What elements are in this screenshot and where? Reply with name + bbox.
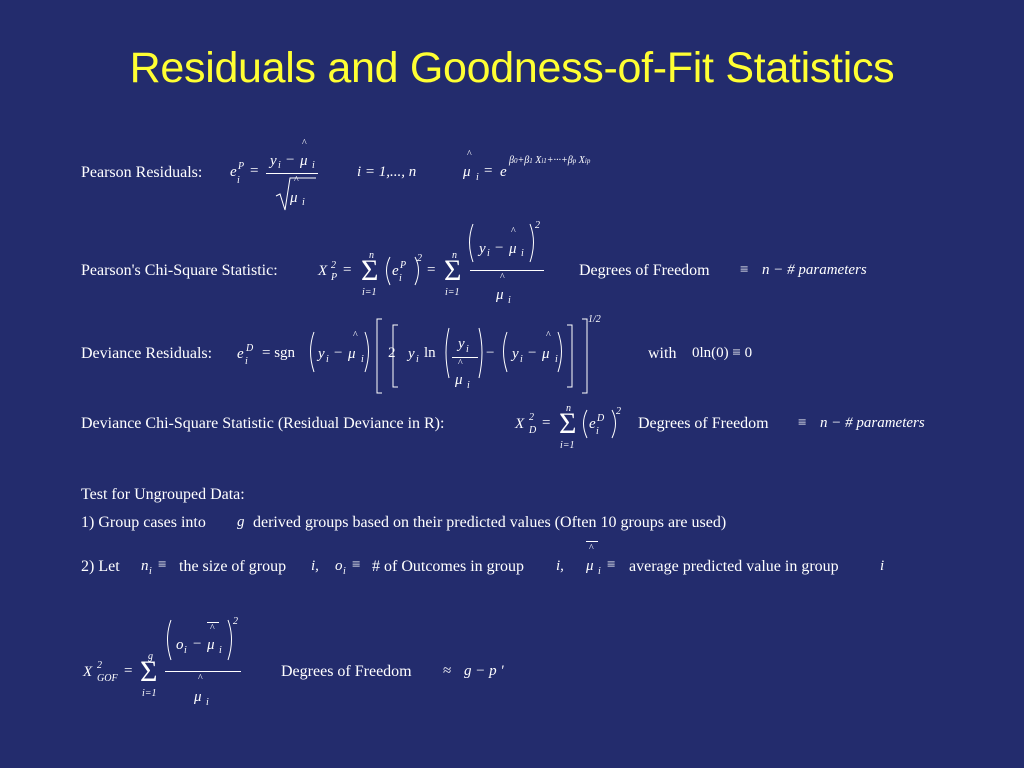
step-1-suffix: derived groups based on their predicted … [253, 514, 727, 531]
deviance-df-value: n − # parameters [820, 415, 925, 431]
gof-df-label: Degrees of Freedom [281, 663, 412, 680]
step-2-mu-def: average predicted value in group [629, 558, 839, 575]
deviance-chi-square-label: Deviance Chi-Square Statistic (Residual … [81, 415, 445, 432]
gof-df-value: g − p ' [464, 663, 504, 679]
equivalence-symbol: ≡ [740, 262, 749, 278]
step-1-var: g [237, 514, 245, 530]
pearson-df-value: n − # parameters [762, 262, 867, 278]
step-2-n-def: the size of group [179, 558, 287, 575]
approx-symbol: ≈ [443, 663, 452, 679]
deviance-note-expr: 0ln(0) ≡ 0 [692, 345, 753, 361]
pearson-chi-square-label: Pearson's Chi-Square Statistic: [81, 262, 278, 279]
step-2-o-def: # of Outcomes in group [372, 558, 524, 575]
ungrouped-test-heading: Test for Ungrouped Data: [81, 486, 245, 503]
step-1-prefix: 1) Group cases into [81, 514, 206, 531]
pearson-residuals-label: Pearson Residuals: [81, 164, 203, 181]
pearson-df-label: Degrees of Freedom [579, 262, 710, 279]
equivalence-symbol-2: ≡ [798, 415, 807, 431]
step-2-prefix: 2) Let [81, 558, 120, 575]
slide-title: Residuals and Goodness-of-Fit Statistics [129, 44, 895, 92]
deviance-note-with: with [648, 345, 677, 362]
deviance-df-label: Degrees of Freedom [638, 415, 769, 432]
index-range: i = 1,..., n [357, 164, 417, 180]
deviance-residuals-label: Deviance Residuals: [81, 345, 213, 362]
